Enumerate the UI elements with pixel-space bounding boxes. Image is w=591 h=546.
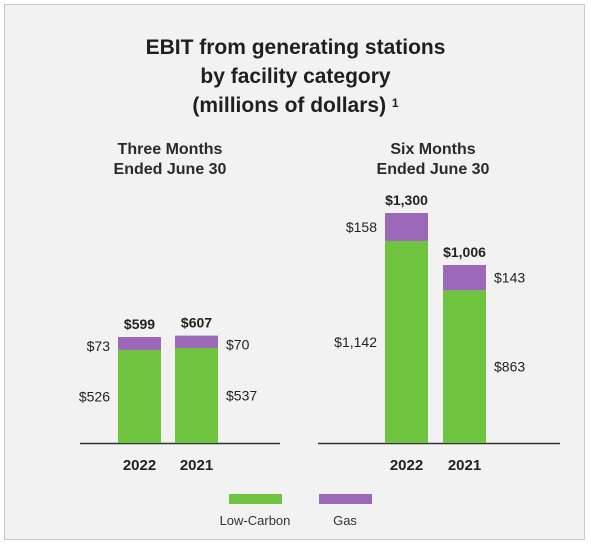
panel-1-2022-total-label: $599 [124, 316, 155, 332]
title-footnote: 1 [391, 96, 399, 110]
title-line-1: EBIT from generating stations [145, 36, 446, 59]
title-line-3-text: (millions of dollars) [192, 94, 387, 117]
chart-frame [4, 4, 585, 540]
panel-1-2021-low-carbon-bar [175, 347, 218, 443]
panel-1-2021-gas-bar [175, 335, 218, 348]
title-line-3: (millions of dollars) 1 [0, 91, 591, 120]
panel-2-title-line-2: Ended June 30 [377, 161, 490, 178]
panel-1-2021-low-carbon-label: $537 [226, 387, 257, 403]
title-line-2: by facility category [200, 65, 391, 88]
chart-title: EBIT from generating stations by facilit… [0, 33, 591, 120]
panel-2-2022-gas-bar [385, 213, 428, 241]
panel-2-2021-gas-bar [443, 265, 486, 291]
panel-1-2021-gas-label: $70 [226, 337, 250, 353]
panel-2-2022-low-carbon-label: $1,142 [334, 334, 377, 350]
panel-1-2022-gas-bar [118, 337, 161, 350]
panel-2-2022-total-label: $1,300 [385, 192, 428, 208]
panel-2-2021-low-carbon-bar [443, 290, 486, 443]
panel-1-2022-category-label: 2022 [123, 457, 156, 474]
legend-low-carbon-swatch [229, 494, 282, 504]
panel-2-2021-total-label: $1,006 [443, 244, 486, 260]
panel-2-2021-gas-label: $143 [494, 270, 525, 286]
panel-1-2022-gas-label: $73 [87, 338, 111, 354]
legend-low-carbon-label: Low-Carbon [220, 513, 291, 528]
panel-2-2022-gas-label: $158 [346, 219, 377, 235]
panel-2-2022-low-carbon-bar [385, 240, 428, 443]
panel-1-title-line-2: Ended June 30 [114, 161, 227, 178]
legend-gas-label: Gas [333, 513, 357, 528]
panel-2-2022-category-label: 2022 [390, 457, 423, 474]
panel-1-2021-total-label: $607 [181, 315, 212, 331]
panel-2-title-line-1: Six Months [390, 141, 475, 158]
legend-gas-swatch [319, 494, 372, 504]
panel-2-2021-low-carbon-label: $863 [494, 359, 525, 375]
panel-2-2021-category-label: 2021 [448, 457, 481, 474]
panel-1-2022-low-carbon-label: $526 [79, 388, 110, 404]
panel-1-2022-low-carbon-bar [118, 349, 161, 443]
panel-1-2021-category-label: 2021 [180, 457, 213, 474]
panel-1-title-line-1: Three Months [118, 141, 223, 158]
